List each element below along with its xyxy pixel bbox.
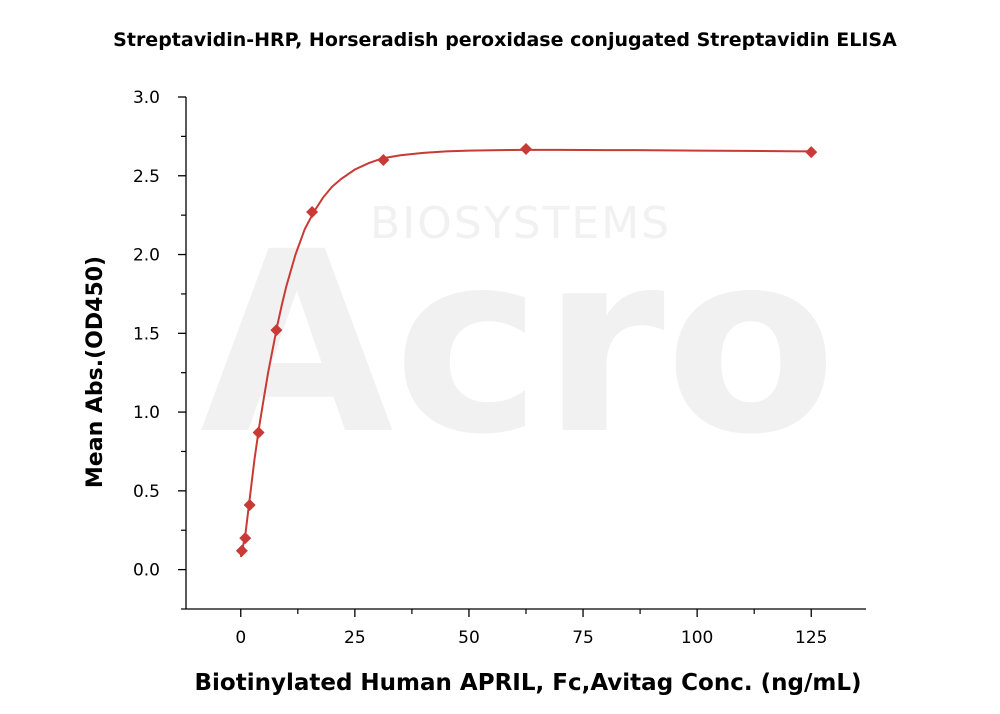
y-tick-label: 0.0: [133, 561, 160, 581]
x-ticks: 0 25 50 75 100 125: [235, 609, 827, 648]
x-axis-title: Biotinylated Human APRIL, Fc,Avitag Conc…: [195, 670, 862, 696]
x-tick-label: 125: [795, 628, 827, 648]
y-tick-label: 1.0: [133, 403, 160, 423]
data-point: [520, 142, 532, 155]
y-tick-label: 2.0: [133, 246, 160, 266]
fit-curve: [239, 148, 812, 558]
y-ticks: 0.0 0.5 1.0 1.5 2.0 2.5 3.0: [133, 88, 186, 610]
data-points: [235, 142, 818, 557]
x-tick-label: 75: [572, 628, 594, 648]
x-tick-label: 0: [235, 628, 246, 648]
y-tick-label: 0.5: [133, 482, 160, 502]
watermark-sub: BIOSYSTEMS: [370, 198, 671, 249]
watermark: BIOSYSTEMS Acro: [200, 198, 837, 489]
y-tick-label: 1.5: [133, 324, 160, 344]
y-tick-label: 2.5: [133, 167, 160, 187]
data-point: [805, 146, 818, 159]
chart-title: Streptavidin-HRP, Horseradish peroxidase…: [113, 29, 897, 51]
x-tick-label: 50: [458, 628, 480, 648]
data-point: [243, 499, 256, 512]
data-point: [252, 426, 265, 439]
y-tick-label: 3.0: [133, 88, 160, 108]
y-axis-title: Mean Abs.(OD450): [83, 256, 108, 488]
watermark-brand: Acro: [200, 198, 837, 489]
data-point: [306, 206, 319, 219]
data-point: [235, 544, 248, 557]
data-point: [239, 532, 252, 545]
x-tick-label: 25: [344, 628, 366, 648]
data-point: [377, 154, 390, 167]
x-tick-label: 100: [681, 628, 713, 648]
data-point: [270, 324, 283, 337]
